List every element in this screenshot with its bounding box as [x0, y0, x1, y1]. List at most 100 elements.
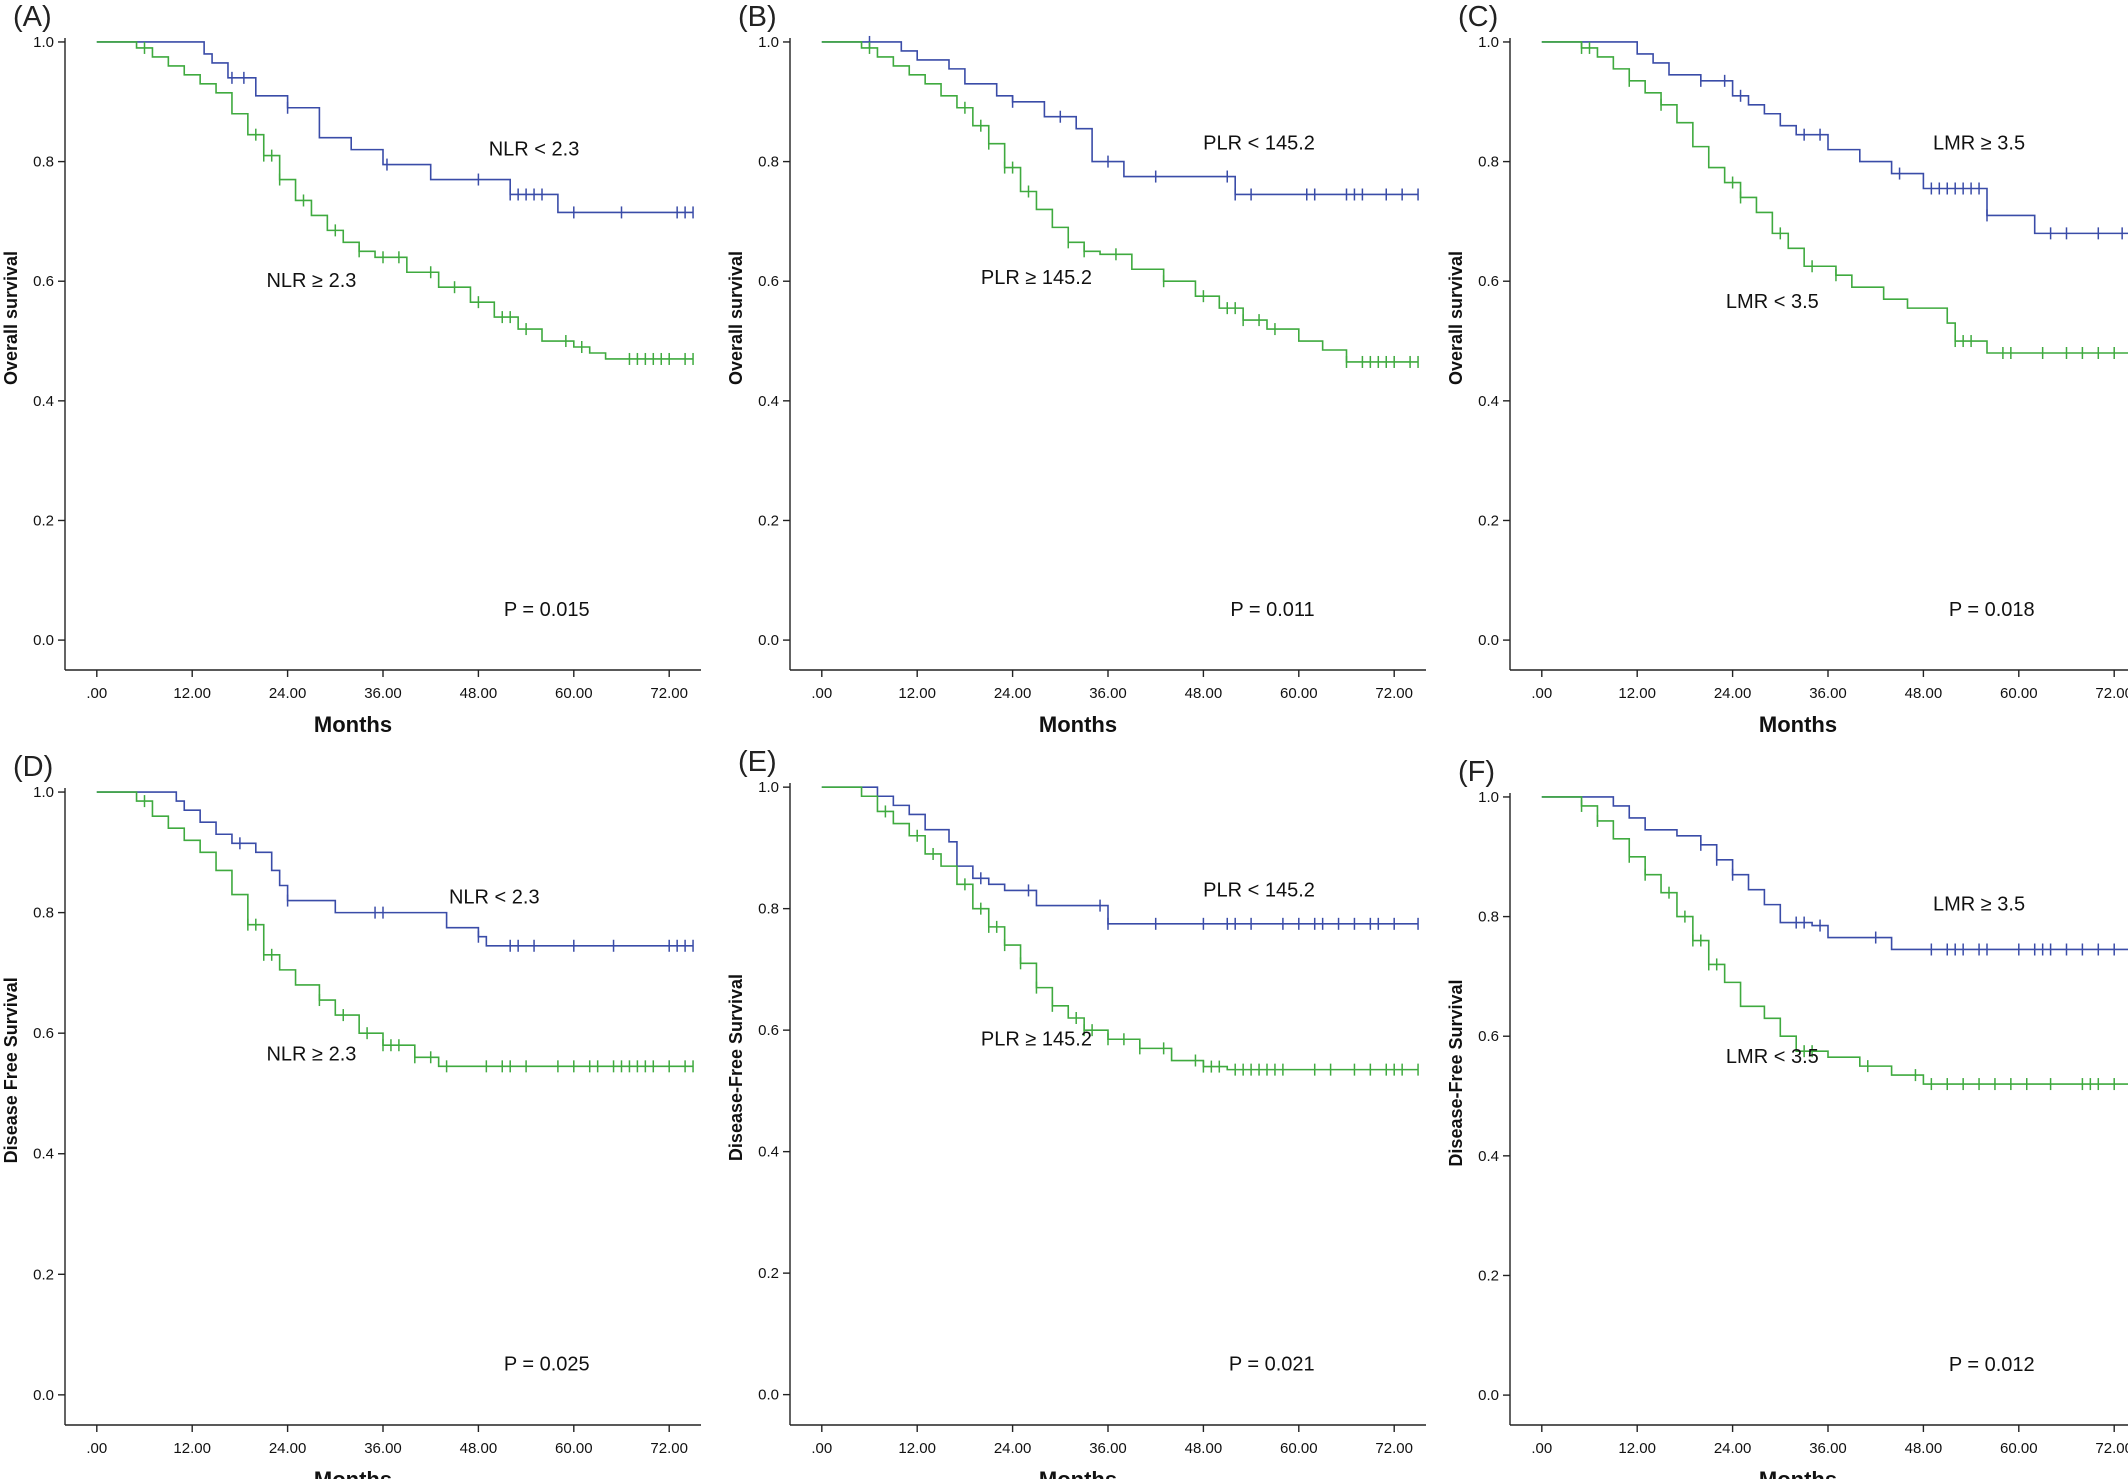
survival-step-line: [96, 791, 694, 947]
x-tick-label: 36.00: [364, 685, 402, 702]
y-tick-label: 0.4: [1478, 393, 1499, 410]
x-tick-label: .00: [86, 685, 107, 702]
x-tick-label: 12.00: [898, 1440, 936, 1457]
panel-label: (A): [13, 1, 52, 33]
survival-step-line: [96, 41, 694, 360]
x-tick-label: 12.00: [173, 1440, 211, 1457]
series-lower: NLR ≥ 2.3: [96, 41, 694, 365]
survival-step-line: [96, 791, 694, 1068]
series-label: NLR < 2.3: [449, 887, 540, 909]
series-upper: NLR < 2.3: [96, 791, 694, 952]
survival-step-line: [1541, 41, 2128, 235]
p-value-label: P = 0.015: [504, 599, 590, 621]
x-tick-label: 60.00: [555, 1440, 593, 1457]
y-axis-title: Disease-Free Survival: [1446, 979, 1466, 1166]
survival-step-line: [821, 786, 1419, 925]
x-tick-label: 24.00: [994, 1440, 1032, 1457]
y-tick-label: 0.8: [1478, 154, 1499, 171]
y-axis-title: Disease Free Survival: [1, 977, 21, 1163]
y-tick-label: 0.6: [758, 1022, 779, 1039]
p-value-label: P = 0.021: [1229, 1353, 1315, 1375]
y-tick-label: 0.6: [1478, 1028, 1499, 1045]
y-tick-label: 0.6: [1478, 273, 1499, 290]
x-tick-label: 72.00: [650, 1440, 688, 1457]
series-label: PLR < 145.2: [1203, 133, 1315, 155]
x-tick-label: 12.00: [898, 685, 936, 702]
y-tick-label: 1.0: [1478, 34, 1499, 51]
panel-label: (F): [1458, 756, 1495, 788]
x-tick-label: 24.00: [269, 1440, 307, 1457]
x-tick-label: 48.00: [460, 1440, 498, 1457]
x-tick-label: 24.00: [1714, 685, 1752, 702]
p-value-label: P = 0.011: [1230, 599, 1314, 621]
survival-step-line: [821, 786, 1419, 1071]
x-tick-label: 12.00: [1618, 1440, 1656, 1457]
x-tick-label: 12.00: [1618, 685, 1656, 702]
y-tick-label: 0.2: [758, 512, 779, 529]
x-tick-label: 24.00: [1714, 1440, 1752, 1457]
series-label: LMR < 3.5: [1726, 1046, 1819, 1068]
y-tick-label: 0.4: [33, 1146, 54, 1163]
y-tick-label: 0.8: [758, 154, 779, 171]
p-value-label: P = 0.012: [1949, 1354, 2035, 1376]
x-tick-label: 36.00: [1809, 685, 1847, 702]
x-tick-label: 48.00: [460, 685, 498, 702]
panel-e: (E) 0.0 0.2 0.4 0.6 0.8 1.0 .00 12.00 24.00 36.00 4…: [726, 746, 1426, 1479]
x-tick-label: 24.00: [269, 685, 307, 702]
x-tick-label: 72.00: [2095, 1440, 2128, 1457]
x-tick-label: .00: [811, 1440, 832, 1457]
y-tick-label: 0.2: [33, 512, 54, 529]
x-tick-label: 36.00: [1089, 685, 1127, 702]
survival-step-line: [821, 41, 1419, 363]
panel-label: (B): [738, 1, 777, 33]
panel-label: (E): [738, 746, 777, 778]
x-tick-label: 72.00: [2095, 685, 2128, 702]
x-axis-title: Months: [1039, 1467, 1117, 1479]
y-tick-label: 1.0: [33, 34, 54, 51]
x-tick-label: 48.00: [1905, 685, 1943, 702]
x-tick-label: 36.00: [1089, 1440, 1127, 1457]
x-axis-title: Months: [314, 712, 392, 737]
x-tick-label: 48.00: [1905, 1440, 1943, 1457]
series-upper: LMR ≥ 3.5: [1541, 796, 2128, 956]
x-tick-label: .00: [811, 685, 832, 702]
y-tick-label: 0.6: [33, 1025, 54, 1042]
x-tick-label: .00: [1531, 685, 1552, 702]
y-tick-label: 0.0: [33, 1387, 54, 1404]
series-lower: LMR < 3.5: [1541, 41, 2128, 359]
y-tick-label: 0.8: [33, 154, 54, 171]
panel-c: (C) 0.0 0.2 0.4 0.6 0.8 1.0 .00 12.00 24.00 36.00 4…: [1446, 1, 2128, 737]
panel-b: (B) 0.0 0.2 0.4 0.6 0.8 1.0 .00 12.00 24.00 36.00 4…: [726, 1, 1426, 737]
x-tick-label: 36.00: [1809, 1440, 1847, 1457]
x-axis-title: Months: [1759, 712, 1837, 737]
x-tick-label: 36.00: [364, 1440, 402, 1457]
x-axis-title: Months: [1039, 712, 1117, 737]
series-lower: NLR ≥ 2.3: [96, 791, 694, 1073]
y-tick-label: 1.0: [758, 34, 779, 51]
y-tick-label: 0.2: [1478, 512, 1499, 529]
y-tick-label: 0.8: [1478, 909, 1499, 926]
survival-step-line: [1541, 796, 2128, 951]
x-tick-label: 48.00: [1185, 685, 1223, 702]
y-tick-label: 0.6: [33, 273, 54, 290]
x-tick-label: 60.00: [1280, 1440, 1318, 1457]
y-tick-label: 0.2: [758, 1265, 779, 1282]
panel-label: (C): [1458, 1, 1498, 33]
x-axis-title: Months: [1759, 1467, 1837, 1479]
p-value-label: P = 0.018: [1949, 599, 2035, 621]
series-upper: NLR < 2.3: [96, 41, 694, 219]
panel-a: (A) 0.0 0.2 0.4 0.6 0.8 1.0 .00 12.00 24.00 36.00 4…: [1, 1, 701, 737]
y-tick-label: 0.4: [758, 393, 779, 410]
x-tick-label: 72.00: [1375, 1440, 1413, 1457]
series-label: NLR ≥ 2.3: [266, 1043, 356, 1065]
y-tick-label: 0.8: [758, 901, 779, 918]
x-tick-label: 60.00: [1280, 685, 1318, 702]
panel-d: (D) 0.0 0.2 0.4 0.6 0.8 1.0 .00 12.00 24.00 36.00 4…: [1, 751, 701, 1479]
x-tick-label: 60.00: [2000, 685, 2038, 702]
y-tick-label: 0.4: [758, 1144, 779, 1161]
x-tick-label: .00: [86, 1440, 107, 1457]
y-tick-label: 0.0: [1478, 632, 1499, 649]
x-tick-label: .00: [1531, 1440, 1552, 1457]
y-tick-label: 0.8: [33, 905, 54, 922]
series-lower: PLR ≥ 145.2: [821, 41, 1419, 368]
